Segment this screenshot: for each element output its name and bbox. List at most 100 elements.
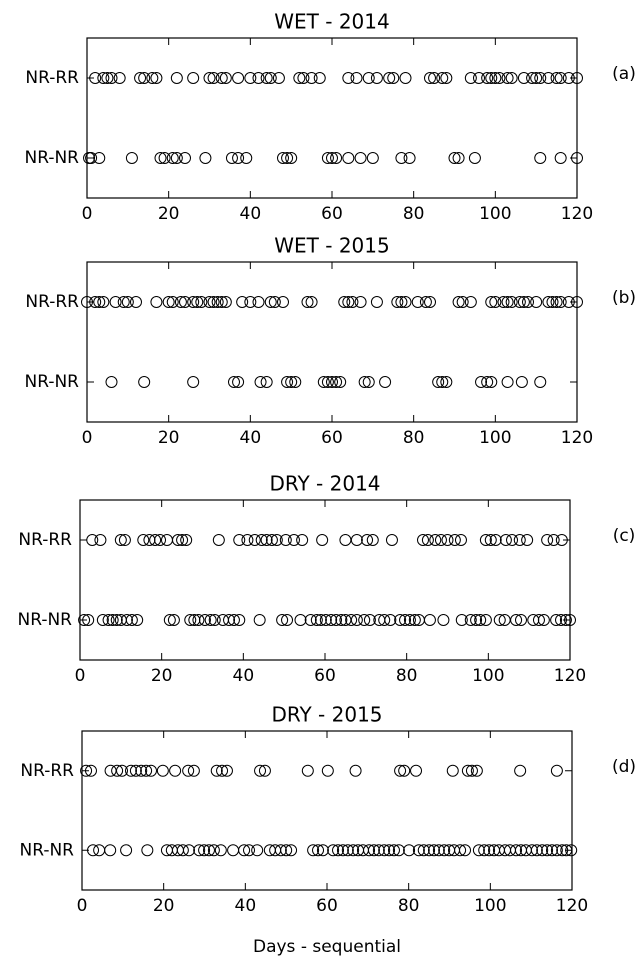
point (545, 844, 558, 857)
point (146, 72, 159, 84)
point (253, 614, 266, 626)
point (555, 614, 568, 626)
point (316, 534, 329, 546)
point (265, 534, 278, 546)
point (254, 764, 267, 777)
point (252, 296, 265, 308)
point (264, 296, 277, 308)
point (358, 376, 371, 388)
y-tick-label: NR-RR (20, 761, 74, 781)
point (182, 764, 195, 777)
x-tick-label: 0 (82, 204, 93, 224)
point (534, 152, 547, 164)
point (550, 844, 563, 857)
point (89, 72, 102, 84)
point (105, 72, 118, 84)
point (301, 764, 314, 777)
point (478, 844, 491, 857)
chart-title: DRY - 2014 (269, 472, 380, 496)
point (138, 72, 151, 84)
point (192, 614, 205, 626)
point (187, 296, 200, 308)
point (149, 534, 162, 546)
point (93, 296, 106, 308)
point (118, 534, 131, 546)
point (423, 614, 436, 626)
point (429, 534, 442, 546)
point (489, 534, 502, 546)
point (417, 534, 429, 546)
y-tick-label: NR-NR (19, 840, 74, 860)
point (378, 614, 391, 626)
point (392, 844, 405, 857)
point (517, 296, 530, 308)
x-tick-label: 80 (396, 666, 418, 686)
point (145, 764, 158, 777)
point (417, 844, 430, 857)
point (550, 72, 563, 84)
x-tick-label: 80 (403, 204, 425, 224)
point (281, 614, 294, 626)
point (104, 844, 117, 857)
x-tick-label: 60 (314, 666, 336, 686)
point (176, 844, 189, 857)
point (285, 152, 298, 164)
point (179, 152, 191, 164)
x-tick-label: 0 (75, 666, 86, 686)
point (565, 844, 578, 857)
point (326, 152, 338, 164)
x-tick-label: 40 (233, 666, 255, 686)
point (255, 534, 268, 546)
point (483, 844, 496, 857)
point (138, 376, 151, 388)
point (121, 296, 134, 308)
point (227, 844, 240, 857)
point (313, 72, 326, 84)
point (325, 614, 338, 626)
point (347, 844, 360, 857)
point (465, 764, 478, 777)
point (244, 296, 257, 308)
panel-label: (c) (613, 526, 636, 546)
point (338, 296, 351, 308)
x-tick-label: 60 (316, 896, 338, 916)
point (332, 844, 345, 857)
point (470, 764, 483, 777)
point (223, 614, 236, 626)
point (542, 72, 555, 84)
point (384, 614, 397, 626)
point (135, 764, 148, 777)
point (446, 764, 459, 777)
x-tick-label: 60 (321, 428, 343, 448)
point (89, 296, 102, 308)
point (167, 614, 180, 626)
x-tick-label: 100 (474, 896, 506, 916)
point (130, 296, 142, 308)
point (541, 844, 554, 857)
point (314, 614, 327, 626)
plot-frame (81, 730, 573, 891)
point (440, 72, 453, 84)
point (506, 534, 519, 546)
point (452, 296, 465, 308)
point (232, 72, 245, 84)
point (571, 296, 583, 308)
point (342, 152, 355, 164)
point (317, 376, 330, 388)
point (571, 152, 583, 164)
point (484, 534, 497, 546)
point (421, 534, 434, 546)
point (459, 844, 472, 857)
point (370, 72, 383, 84)
point (474, 614, 487, 626)
point (233, 614, 246, 626)
point (93, 152, 106, 164)
point (505, 72, 518, 84)
y-tick-label: NR-NR (24, 148, 79, 168)
x-tick-label: 20 (158, 204, 180, 224)
point (312, 844, 325, 857)
x-tick-label: 0 (82, 428, 93, 448)
point (514, 764, 527, 777)
panel-label: (d) (612, 757, 636, 777)
point (120, 614, 133, 626)
